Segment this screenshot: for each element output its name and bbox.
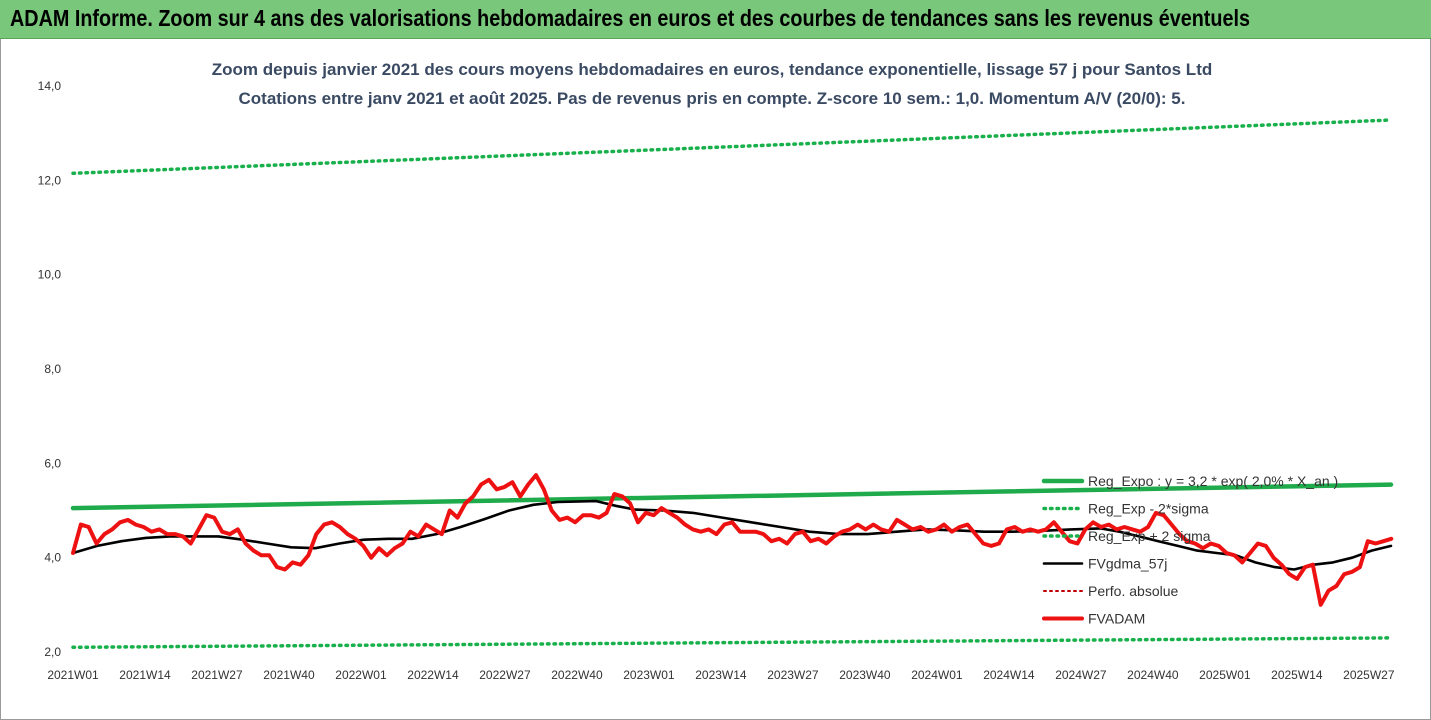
series-line-1 bbox=[71, 636, 1393, 650]
x-tick-label: 2024W40 bbox=[1127, 668, 1179, 682]
report-title: ADAM Informe. Zoom sur 4 ans des valoris… bbox=[10, 5, 1250, 31]
x-tick-label: 2021W27 bbox=[191, 668, 243, 682]
x-tick-label: 2021W14 bbox=[119, 668, 171, 682]
x-tick-label: 2021W01 bbox=[47, 668, 99, 682]
legend-label: Perfo. absolue bbox=[1088, 583, 1178, 599]
series-line-2 bbox=[71, 118, 1393, 176]
legend-label: Reg_Expo : y = 3,2 * exp( 2,0% * X_an ) bbox=[1088, 473, 1338, 489]
x-tick-label: 2024W27 bbox=[1055, 668, 1107, 682]
legend-label: Reg_Exp + 2 sigma bbox=[1088, 528, 1211, 544]
y-tick-label: 10,0 bbox=[38, 268, 62, 282]
x-tick-label: 2023W40 bbox=[839, 668, 891, 682]
x-tick-label: 2025W27 bbox=[1343, 668, 1395, 682]
x-tick-label: 2024W01 bbox=[911, 668, 963, 682]
y-tick-label: 4,0 bbox=[44, 551, 61, 565]
x-tick-label: 2024W14 bbox=[983, 668, 1035, 682]
series-layer bbox=[70, 118, 1394, 650]
y-tick-label: 14,0 bbox=[38, 79, 62, 93]
legend-label: Reg_Exp - 2*sigma bbox=[1088, 501, 1209, 517]
chart-title: Zoom depuis janvier 2021 des cours moyen… bbox=[212, 60, 1212, 79]
y-tick-label: 8,0 bbox=[44, 362, 61, 376]
y-axis: 2,0 4,0 6,0 8,0 10,0 12,0 14,0 bbox=[38, 79, 62, 659]
x-tick-label: 2022W14 bbox=[407, 668, 459, 682]
x-tick-label: 2022W01 bbox=[335, 668, 387, 682]
line-chart: Zoom depuis janvier 2021 des cours moyen… bbox=[38, 60, 1395, 682]
y-tick-label: 2,0 bbox=[44, 645, 61, 659]
x-tick-label: 2023W14 bbox=[695, 668, 747, 682]
legend-label: FVgdma_57j bbox=[1088, 556, 1167, 572]
x-tick-label: 2022W27 bbox=[479, 668, 531, 682]
legend-label: FVADAM bbox=[1088, 611, 1145, 627]
x-tick-label: 2023W27 bbox=[767, 668, 819, 682]
x-tick-label: 2023W01 bbox=[623, 668, 675, 682]
x-tick-label: 2025W14 bbox=[1271, 668, 1323, 682]
x-tick-label: 2021W40 bbox=[263, 668, 315, 682]
x-tick-label: 2022W40 bbox=[551, 668, 603, 682]
x-tick-label: 2025W01 bbox=[1199, 668, 1251, 682]
y-tick-label: 12,0 bbox=[38, 173, 62, 187]
report-banner: ADAM Informe. Zoom sur 4 ans des valoris… bbox=[0, 0, 1431, 39]
chart-legend: Reg_Expo : y = 3,2 * exp( 2,0% * X_an ) R… bbox=[1041, 473, 1338, 627]
series-line-0 bbox=[70, 482, 1394, 511]
chart-subtitle: Cotations entre janv 2021 et août 2025. … bbox=[239, 89, 1186, 108]
x-axis: 2021W01 2021W14 2021W27 2021W40 2022W01 2022W… bbox=[47, 668, 1395, 682]
series-line-5 bbox=[71, 473, 1394, 607]
y-tick-label: 6,0 bbox=[44, 456, 61, 470]
